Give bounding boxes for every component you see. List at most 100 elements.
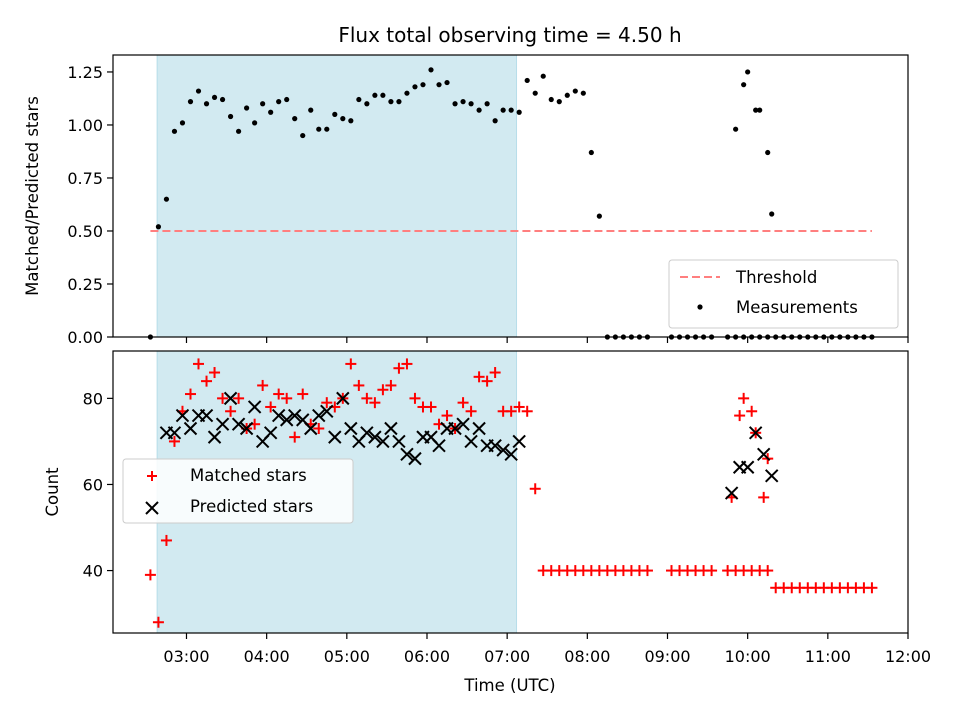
predicted-star-point — [328, 430, 342, 444]
matched-star-point — [265, 401, 277, 413]
predicted-star-point — [231, 417, 246, 431]
matched-star-point — [385, 379, 397, 391]
predicted-star-point — [239, 421, 254, 436]
matched-star-point — [758, 491, 770, 503]
predicted-star-point — [765, 469, 779, 483]
matched-star-point — [513, 401, 525, 413]
measurement-point — [364, 101, 370, 107]
measurement-point — [332, 111, 338, 117]
matched-star-point — [866, 582, 878, 594]
predicted-star-point — [384, 421, 398, 436]
matched-star-point — [401, 358, 413, 370]
matched-star-point — [273, 388, 285, 400]
top-panel: 0.00 0.25 0.50 0.75 1.00 1.25 Matched/Predict… — [23, 54, 909, 347]
matched-star-point — [393, 362, 405, 374]
measurement-point — [428, 67, 434, 73]
measurement-point — [308, 107, 314, 113]
x-tick-label: 04:00 — [244, 647, 290, 666]
measurement-point — [524, 77, 530, 84]
measurement-point — [211, 94, 218, 101]
legend-predicted-swatch — [145, 501, 159, 515]
measurement-point — [420, 82, 426, 88]
measurement-point — [276, 99, 282, 105]
predicted-star-point — [263, 426, 278, 440]
measurement-point — [300, 132, 306, 139]
x-axis-label: Time (UTC) — [463, 676, 555, 695]
measurement-point — [260, 101, 266, 107]
measurement-point — [492, 118, 498, 124]
predicted-star-point — [223, 391, 238, 406]
legend-matched-swatch — [147, 471, 157, 481]
measurement-point — [163, 196, 170, 202]
matched-star-point — [281, 392, 293, 404]
measurement-point — [572, 88, 578, 94]
predicted-star-point — [504, 447, 518, 462]
measurement-point — [516, 109, 522, 115]
legend-measurements-swatch — [697, 304, 703, 310]
x-tick-label: 12:00 — [885, 647, 931, 666]
measurement-point — [235, 128, 242, 134]
matched-star-point — [473, 371, 485, 383]
measurement-point — [580, 90, 586, 96]
predicted-star-point — [175, 408, 190, 423]
top-y-tick-label: 0.25 — [67, 275, 103, 294]
bottom-y-axis-label: Count — [43, 467, 62, 517]
x-tick-label: 05:00 — [324, 647, 370, 666]
predicted-star-point — [756, 447, 771, 462]
bottom-y-axis: 40 60 80 — [83, 389, 113, 581]
measurement-point — [203, 101, 210, 107]
predicted-star-point — [199, 408, 214, 423]
predicted-star-point — [288, 408, 302, 423]
measurement-point — [380, 92, 386, 98]
matched-star-point — [233, 392, 245, 404]
matched-star-point — [321, 397, 333, 409]
predicted-star-point — [748, 426, 763, 440]
measurement-point — [753, 107, 759, 113]
x-tick-label: 08:00 — [564, 647, 610, 666]
predicted-stars-series — [159, 391, 779, 500]
measurement-point — [500, 107, 506, 113]
matched-star-point — [521, 405, 533, 417]
measurement-point — [195, 88, 202, 94]
top-legend-box — [668, 259, 899, 329]
predicted-star-point — [512, 434, 526, 449]
legend-predicted-label: Predicted stars — [190, 497, 313, 516]
predicted-star-point — [740, 460, 755, 474]
top-legend: Threshold Measurements — [668, 259, 899, 329]
chart-title: Flux total observing time = 4.50 h — [338, 23, 681, 47]
predicted-star-point — [312, 408, 326, 423]
measurement-point — [596, 213, 602, 219]
x-tick-label: 10:00 — [725, 647, 771, 666]
measurement-point — [356, 96, 362, 103]
measurement-point — [284, 96, 290, 103]
measurement-point — [532, 90, 538, 96]
predicted-star-point — [167, 426, 182, 440]
matched-star-point — [184, 388, 196, 400]
measurement-point — [187, 99, 194, 105]
predicted-star-point — [344, 421, 358, 436]
measurement-point — [372, 92, 378, 98]
measurement-point — [548, 96, 554, 103]
matched-star-point — [209, 367, 221, 379]
predicted-star-point — [271, 408, 286, 423]
matched-star-point — [441, 410, 453, 422]
legend-matched-label: Matched stars — [190, 466, 307, 485]
top-y-tick-label: 0.00 — [67, 328, 103, 347]
bottom-legend: Matched stars Predicted stars — [122, 458, 354, 524]
predicted-star-point — [432, 439, 446, 453]
bottom-y-tick-label: 80 — [83, 389, 103, 408]
measurement-point — [436, 82, 442, 88]
predicted-star-point — [488, 439, 502, 453]
measurement-point — [733, 126, 739, 132]
predicted-star-point — [207, 430, 222, 444]
matched-star-point — [529, 483, 541, 495]
predicted-star-point — [279, 413, 294, 427]
predicted-star-point — [448, 421, 462, 436]
measurement-point — [745, 69, 751, 75]
predicted-star-point — [360, 426, 374, 440]
measurement-point — [324, 126, 330, 132]
matched-star-point — [369, 397, 381, 409]
matched-star-point — [481, 375, 493, 387]
matched-star-point — [489, 367, 501, 379]
predicted-star-point — [392, 434, 406, 449]
